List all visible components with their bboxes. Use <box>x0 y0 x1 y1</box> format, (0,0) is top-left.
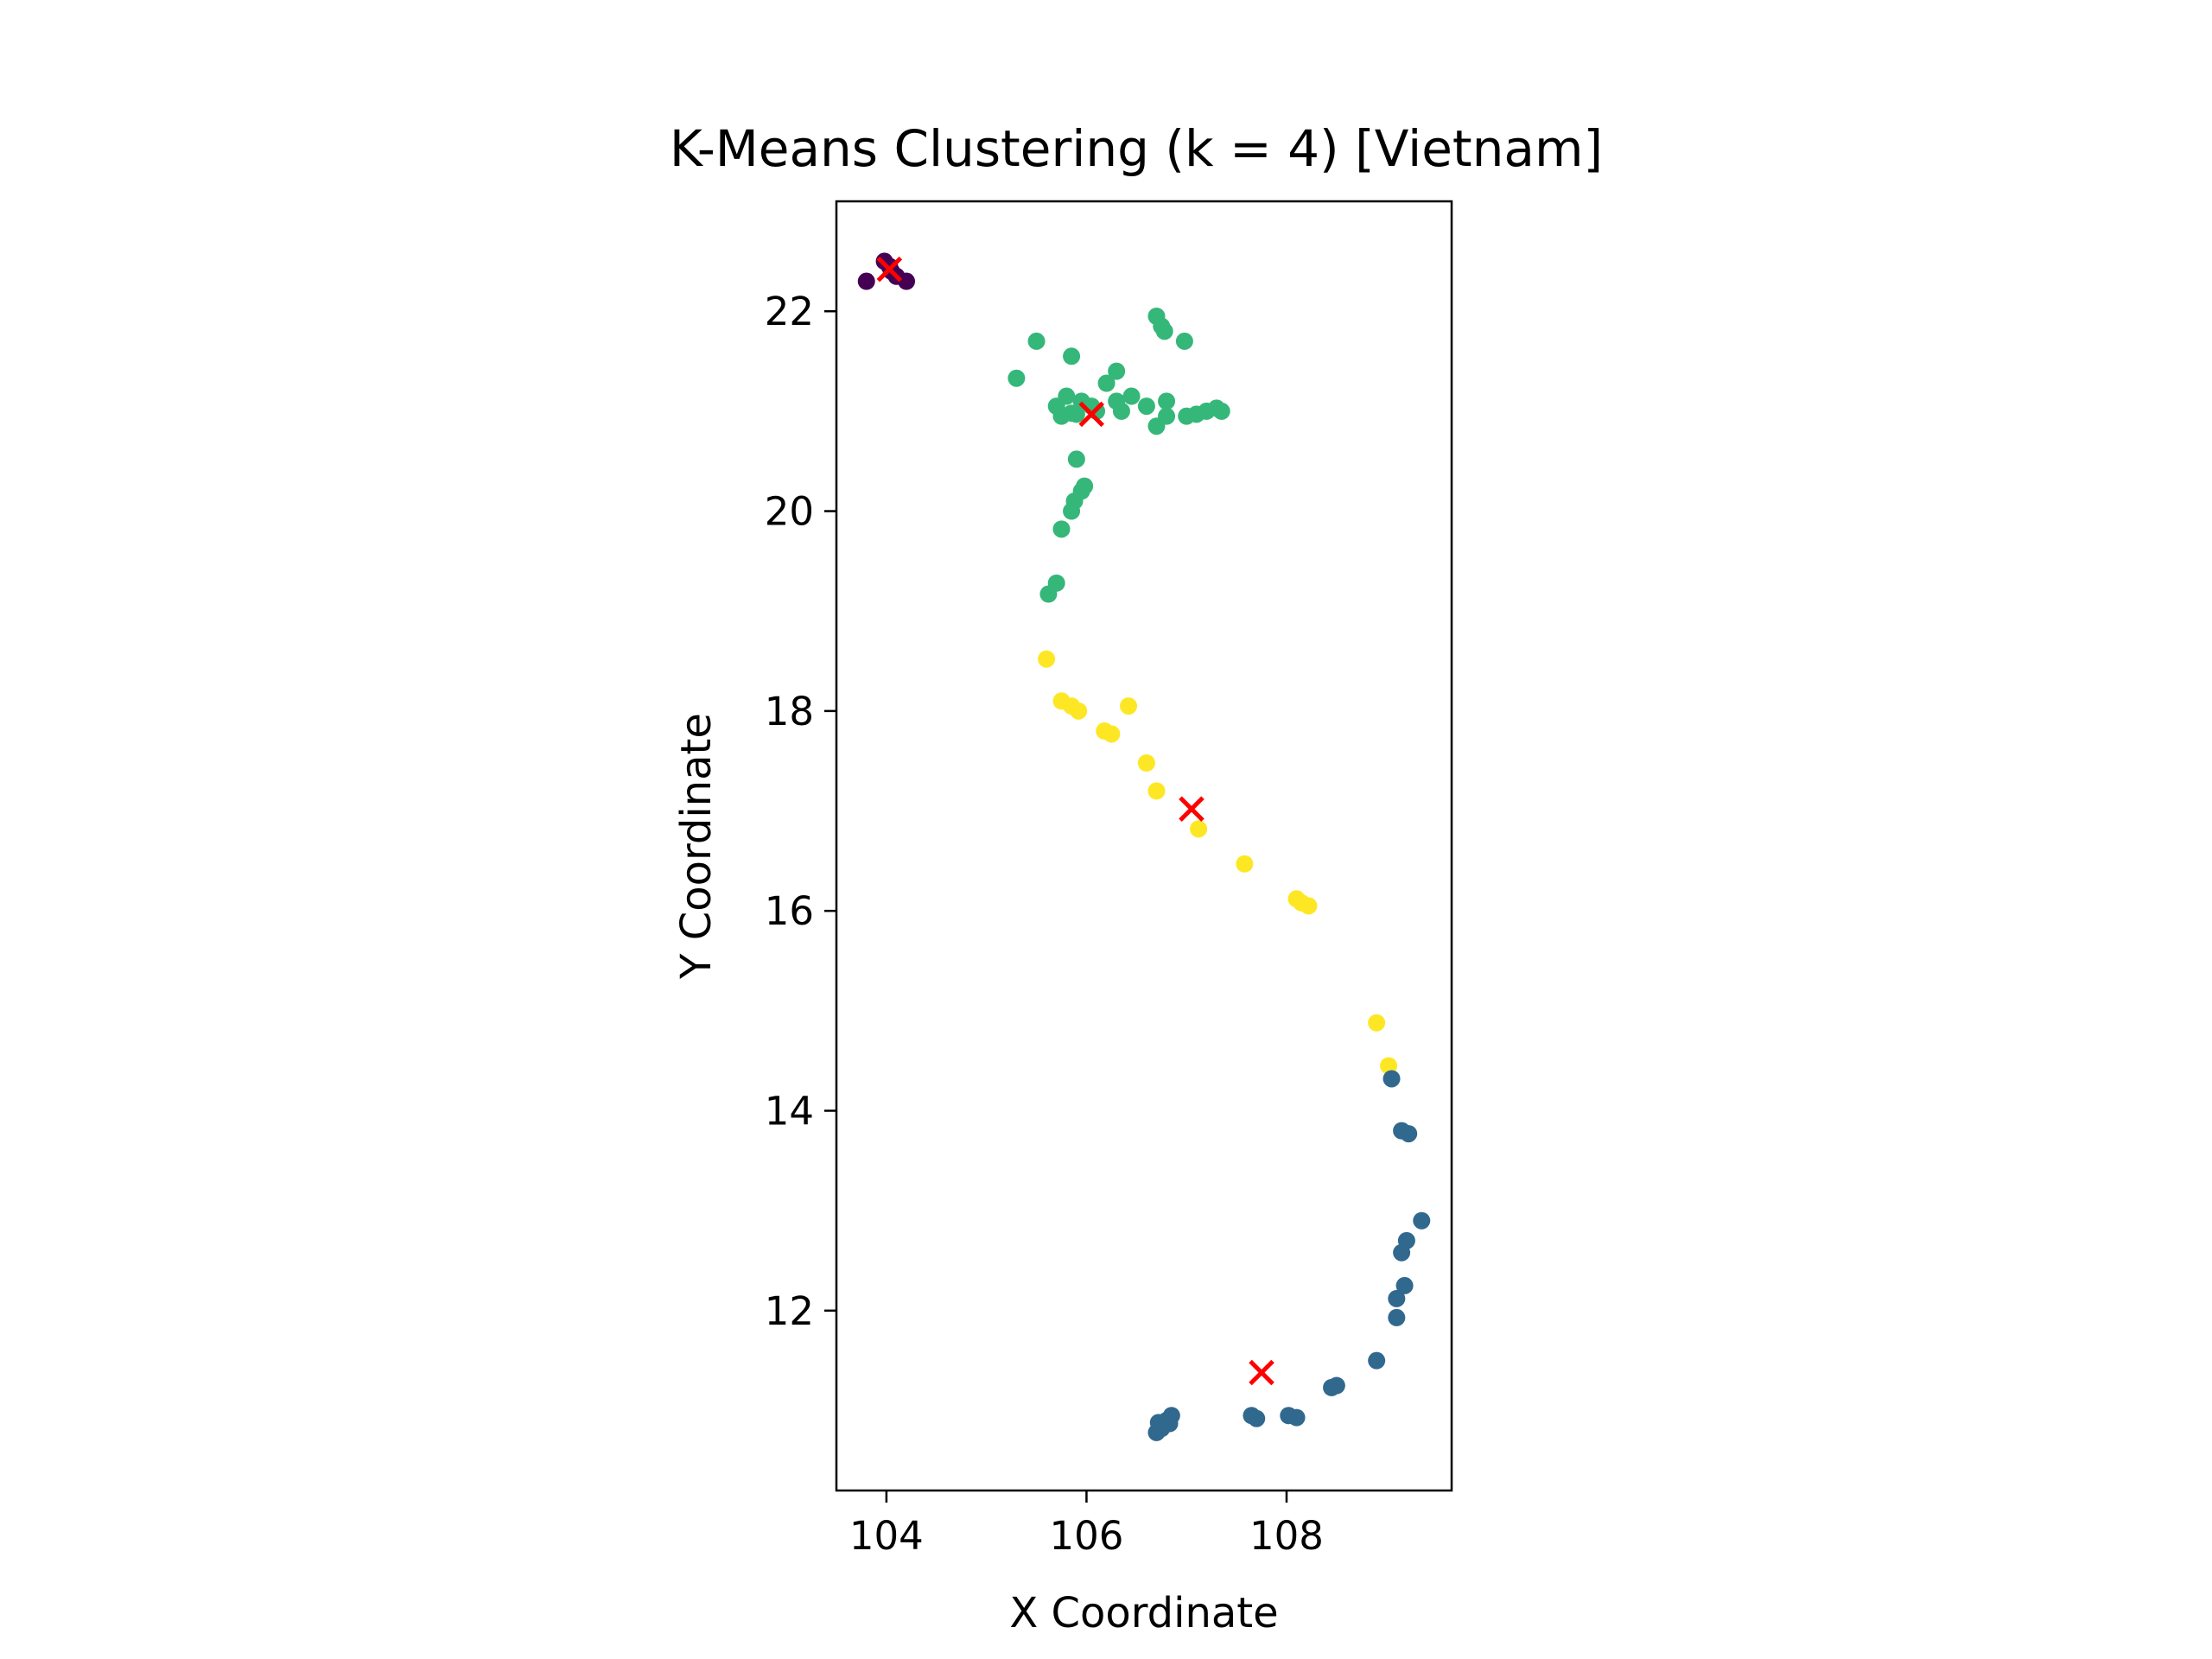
cluster-2-point <box>1175 332 1193 350</box>
cluster-2-point <box>1097 374 1116 392</box>
y-tick-label: 12 <box>765 1288 814 1334</box>
centroid-marker <box>1179 796 1205 822</box>
x-axis-ticks: 104 106 108 <box>849 1491 1324 1559</box>
plot-frame <box>835 200 1453 1492</box>
cluster-2-point <box>1137 397 1155 416</box>
cluster-2-point <box>1067 405 1085 423</box>
cluster-2-point <box>1076 477 1094 495</box>
cluster-4-point <box>1287 1408 1306 1427</box>
cluster-3-point <box>1368 1014 1386 1032</box>
cluster-4-point <box>1327 1376 1345 1395</box>
cluster-4-point <box>1413 1211 1431 1230</box>
points-layer <box>857 252 1431 1441</box>
cluster-2-point <box>1158 407 1176 425</box>
cluster-1-point <box>857 272 875 290</box>
cluster-2-point <box>1052 520 1071 538</box>
cluster-2-point <box>1122 387 1141 405</box>
cluster-2-point <box>1108 362 1126 380</box>
cluster-3-point <box>1190 820 1208 838</box>
x-tick-label: 108 <box>1249 1513 1324 1559</box>
y-tick-label: 14 <box>765 1088 814 1134</box>
cluster-3-point <box>1120 697 1138 715</box>
cluster-2-point <box>1067 450 1085 468</box>
centroid-marker <box>876 256 903 283</box>
cluster-2-point <box>1158 392 1176 410</box>
y-axis-ticks: 12 14 16 18 20 22 <box>765 289 836 1334</box>
cluster-4-point <box>1248 1409 1266 1427</box>
centroid-marker <box>1078 401 1104 428</box>
cluster-3-point <box>1137 754 1155 772</box>
centroids-layer <box>876 256 1274 1386</box>
cluster-3-point <box>1038 650 1056 668</box>
x-axis-label: X Coordinate <box>1009 1589 1278 1637</box>
cluster-4-point <box>1400 1125 1418 1143</box>
cluster-2-point <box>1007 369 1026 387</box>
cluster-2-point <box>1212 402 1230 420</box>
cluster-4-point <box>1368 1351 1386 1370</box>
plot-area <box>835 200 1453 1492</box>
cluster-2-point <box>1058 387 1076 405</box>
x-tick-label: 106 <box>1049 1513 1123 1559</box>
y-tick-label: 18 <box>765 689 814 734</box>
cluster-2-point <box>1063 347 1081 365</box>
x-tick-label: 104 <box>849 1513 924 1559</box>
y-tick-label: 20 <box>765 489 814 535</box>
centroid-marker <box>1249 1359 1274 1386</box>
cluster-2-point <box>1039 585 1058 603</box>
cluster-4-point <box>1395 1276 1414 1294</box>
cluster-2-point <box>1027 332 1046 350</box>
cluster-4-point <box>1393 1243 1411 1262</box>
cluster-4-point <box>1388 1308 1406 1326</box>
cluster-3-point <box>1147 782 1166 800</box>
cluster-3-point <box>1236 855 1254 873</box>
y-tick-label: 22 <box>765 289 814 334</box>
cluster-4-point <box>1160 1414 1179 1433</box>
cluster-1-point <box>898 272 916 290</box>
chart-title: K-Means Clustering (k = 4) [Vietnam] <box>670 119 1603 178</box>
cluster-3-point <box>1103 725 1121 743</box>
y-axis-label: Y Coordinate <box>672 713 721 980</box>
cluster-3-point <box>1380 1057 1398 1075</box>
cluster-2-point <box>1063 502 1081 520</box>
cluster-4-point <box>1388 1289 1406 1307</box>
cluster-3-point <box>1300 897 1318 915</box>
cluster-2-point <box>1155 322 1173 340</box>
y-tick-label: 16 <box>765 888 814 934</box>
cluster-4-point <box>1382 1070 1401 1088</box>
cluster-2-point <box>1112 402 1130 420</box>
cluster-3-point <box>1070 702 1088 720</box>
